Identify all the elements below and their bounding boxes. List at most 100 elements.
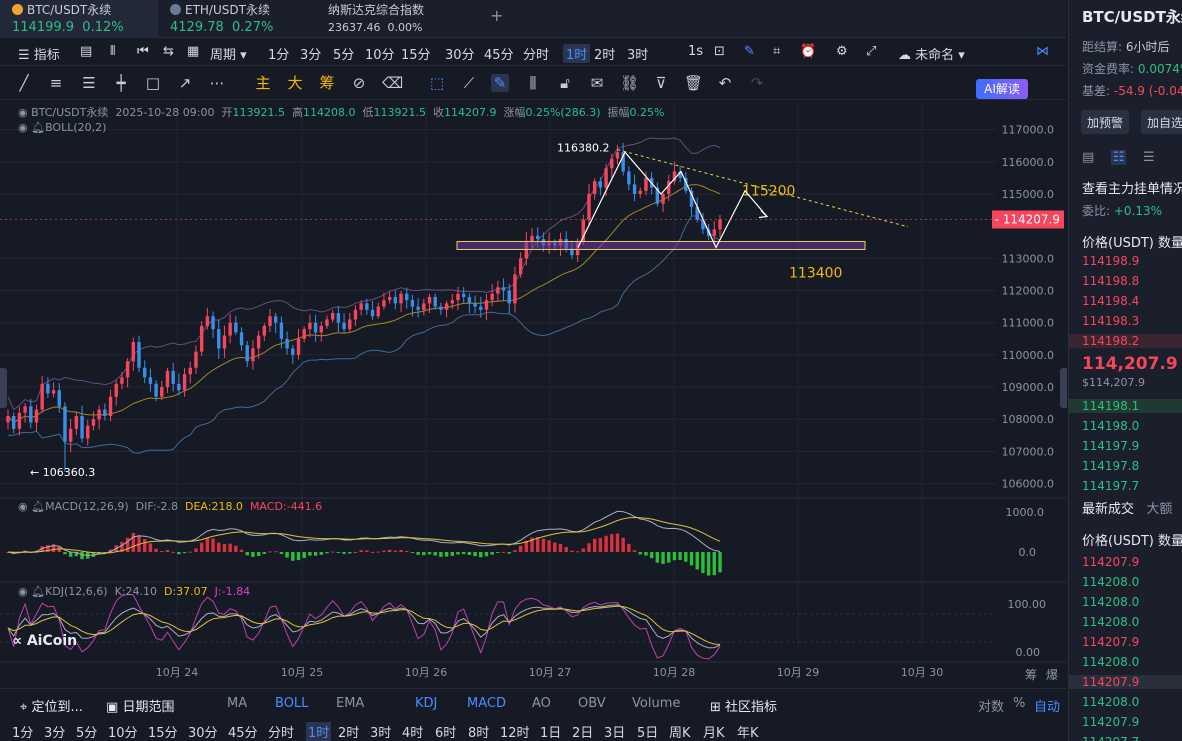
- ao-button[interactable]: AO: [532, 696, 551, 711]
- timeframe-1[interactable]: 3分: [44, 726, 66, 741]
- eraser-icon[interactable]: ⌫: [382, 74, 404, 92]
- timeframe-8[interactable]: 1时: [306, 722, 332, 741]
- layout-icon[interactable]: ▤: [80, 44, 93, 59]
- percent-scale-button[interactable]: %: [1013, 696, 1026, 711]
- boll-button[interactable]: BOLL: [275, 696, 309, 711]
- add-favorite-button[interactable]: 加自选: [1141, 110, 1182, 134]
- interval-2[interactable]: 5分: [333, 48, 355, 63]
- timeframe-0[interactable]: 1分: [12, 726, 34, 741]
- ema-button[interactable]: EMA: [336, 696, 365, 711]
- axis-corner-chip[interactable]: 筹: [1025, 668, 1038, 682]
- left-collapse-handle[interactable]: [0, 368, 7, 408]
- channel-tool-icon[interactable]: ☰: [82, 74, 96, 92]
- timeframe-6[interactable]: 45分: [228, 726, 258, 741]
- ai-interpret-button[interactable]: AI解读: [976, 79, 1028, 99]
- timeframe-16[interactable]: 2日: [572, 726, 594, 741]
- timeframe-9[interactable]: 2时: [338, 726, 360, 741]
- community-indicators-button[interactable]: ⊞ 社区指标: [710, 696, 777, 715]
- timeframe-5[interactable]: 30分: [188, 726, 218, 741]
- interval-4[interactable]: 15分: [401, 48, 431, 63]
- share-icon[interactable]: ⋈: [1036, 44, 1049, 59]
- timeframe-7[interactable]: 分时: [268, 726, 295, 741]
- workspace-dropdown[interactable]: ☁ 未命名 ▾: [898, 44, 965, 63]
- eye-icon[interactable]: ◉: [18, 500, 28, 513]
- bid-row[interactable]: 114198.1: [1069, 399, 1182, 413]
- book-both-icon[interactable]: ▤: [1082, 150, 1095, 165]
- filter-icon[interactable]: ⊽: [655, 74, 667, 92]
- locate-button[interactable]: ⌖ 定位到...: [20, 696, 83, 715]
- add-alert-button[interactable]: 加预警: [1081, 110, 1130, 134]
- bid-row[interactable]: 114198.0: [1082, 419, 1140, 433]
- auto-scale-button[interactable]: 自动: [1034, 700, 1061, 715]
- rewind-icon[interactable]: ⏮: [137, 44, 149, 59]
- book-split-icon[interactable]: ☷: [1110, 150, 1127, 165]
- bell-icon[interactable]: 🔔︎: [31, 585, 46, 598]
- eye-icon[interactable]: ◉: [18, 121, 28, 134]
- cursor-tool-icon[interactable]: ⬚: [429, 74, 445, 92]
- interval-7[interactable]: 分时: [523, 48, 550, 63]
- magnet-icon[interactable]: ⊘: [352, 74, 366, 92]
- tab-btc[interactable]: BTC/USDT永续 114199.9 0.12%: [0, 0, 158, 38]
- axis-corner-liq[interactable]: 爆: [1046, 668, 1059, 682]
- bid-row[interactable]: 114197.9: [1082, 439, 1140, 453]
- bell-icon[interactable]: 🔔︎: [31, 121, 46, 134]
- timeframe-15[interactable]: 1日: [540, 726, 562, 741]
- timeframe-21[interactable]: 年K: [737, 726, 759, 741]
- main-force-button[interactable]: 主: [255, 74, 271, 92]
- ask-row[interactable]: 114198.8: [1082, 274, 1140, 288]
- timeframe-4[interactable]: 15分: [148, 726, 178, 741]
- draw-tool-icon[interactable]: ⌗: [773, 44, 781, 59]
- macd-button[interactable]: MACD: [467, 696, 506, 711]
- kdj-button[interactable]: KDJ: [415, 696, 438, 711]
- interval-6[interactable]: 45分: [484, 48, 514, 63]
- rect-tool-icon[interactable]: □: [145, 74, 161, 92]
- timeframe-18[interactable]: 5日: [637, 726, 659, 741]
- redo-icon[interactable]: ↷: [750, 74, 764, 92]
- chip-button[interactable]: 筹: [319, 74, 335, 92]
- ask-row[interactable]: 114198.4: [1082, 294, 1140, 308]
- obv-button[interactable]: OBV: [578, 696, 606, 711]
- log-scale-button[interactable]: 对数: [978, 700, 1005, 715]
- ma-button[interactable]: MA: [227, 696, 248, 711]
- eye-icon[interactable]: ◉: [18, 585, 28, 598]
- brush-tool-icon[interactable]: ✎: [491, 74, 509, 92]
- bid-row[interactable]: 114197.7: [1082, 479, 1140, 493]
- bid-row[interactable]: 114197.8: [1082, 459, 1140, 473]
- split-icon[interactable]: ⫴: [110, 44, 116, 59]
- trades-tab-large[interactable]: 大额: [1146, 502, 1173, 517]
- grid-icon[interactable]: ▦: [187, 44, 200, 59]
- lock-icon[interactable]: 🔓︎: [560, 74, 570, 92]
- timeframe-14[interactable]: 12时: [500, 726, 530, 741]
- interval-10[interactable]: 3时: [627, 48, 649, 63]
- timeframe-20[interactable]: 月K: [703, 726, 725, 741]
- compare-icon[interactable]: ⇆: [163, 44, 174, 59]
- line-tool-icon[interactable]: ╱: [19, 74, 29, 92]
- add-tab-button[interactable]: +: [490, 6, 504, 25]
- ray-tool-icon[interactable]: ┿: [116, 74, 126, 92]
- interval-1[interactable]: 3分: [300, 48, 322, 63]
- camera-icon[interactable]: ⊡: [714, 44, 725, 59]
- trades-tab-latest[interactable]: 最新成交: [1082, 502, 1135, 517]
- timeframe-10[interactable]: 3时: [370, 726, 392, 741]
- big-order-button[interactable]: 大: [287, 74, 303, 92]
- ask-row[interactable]: 114198.2: [1069, 334, 1182, 348]
- fullscreen-icon[interactable]: ⤢: [866, 44, 877, 59]
- period-dropdown[interactable]: 周期 ▾: [210, 44, 247, 63]
- hline-tool-icon[interactable]: ≡: [49, 74, 63, 92]
- timeframe-11[interactable]: 4时: [402, 726, 424, 741]
- settings-gear-icon[interactable]: ⚙: [836, 44, 848, 59]
- ask-row[interactable]: 114198.3: [1082, 314, 1140, 328]
- undo-icon[interactable]: ↶: [718, 74, 732, 92]
- pen-icon[interactable]: ✎: [744, 44, 755, 59]
- book-list-icon[interactable]: ☰: [1143, 150, 1155, 165]
- ruler-icon[interactable]: ⟋: [463, 74, 475, 92]
- date-range-button[interactable]: ▣ 日期范围: [106, 696, 174, 715]
- timeframe-17[interactable]: 3日: [604, 726, 626, 741]
- more-tools-icon[interactable]: ⋯: [209, 74, 225, 92]
- ask-row[interactable]: 114198.9: [1082, 254, 1140, 268]
- link-icon[interactable]: ⛓: [620, 74, 640, 92]
- interval-0[interactable]: 1分: [268, 48, 290, 63]
- timeframe-19[interactable]: 周K: [669, 726, 691, 741]
- timeframe-13[interactable]: 8时: [468, 726, 490, 741]
